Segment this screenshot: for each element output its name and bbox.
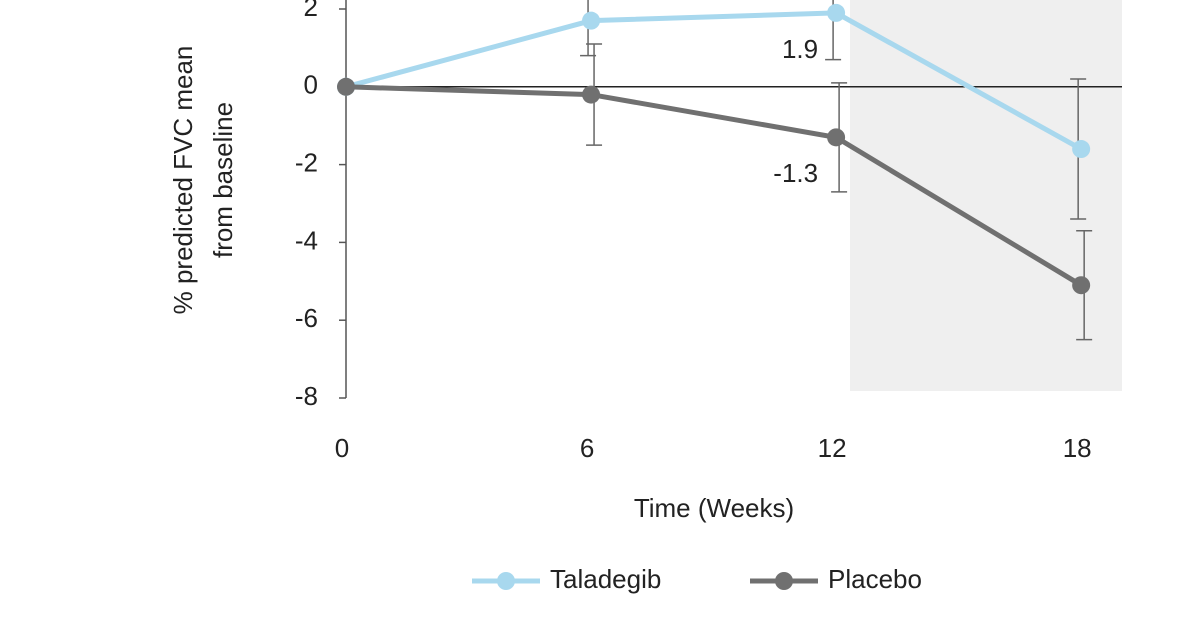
x-tick-label: 12	[818, 433, 847, 463]
shaded-region	[850, 0, 1122, 391]
data-point	[337, 77, 355, 96]
y-tick-label: 2	[304, 0, 318, 22]
data-point	[827, 128, 846, 147]
y-tick-label: -4	[295, 225, 318, 255]
legend-label: Placebo	[828, 564, 922, 594]
data-label: -1.3	[773, 158, 818, 188]
data-point	[1072, 140, 1091, 159]
y-tick-label: -6	[295, 303, 318, 333]
series-line	[345, 10, 1083, 152]
data-point	[1072, 276, 1091, 295]
legend-marker	[497, 572, 515, 590]
y-axis-title-line: from baseline	[208, 102, 238, 258]
data-point	[582, 11, 601, 30]
x-tick-label: 18	[1063, 433, 1092, 463]
x-axis-title: Time (Weeks)	[634, 493, 794, 523]
y-tick-label: 0	[304, 70, 318, 100]
y-axis-title: % predicted FVC mean from baseline	[168, 46, 238, 315]
x-tick-label: 6	[580, 433, 594, 463]
x-tick-label: 0	[335, 433, 349, 463]
series-line	[345, 84, 1083, 288]
legend-label: Taladegib	[550, 564, 661, 594]
data-label: 1.9	[782, 34, 818, 64]
data-point	[582, 85, 601, 104]
y-tick-label: -2	[295, 147, 318, 177]
data-point	[827, 3, 846, 22]
legend-marker	[775, 572, 793, 590]
y-axis-title-line: % predicted FVC mean	[168, 46, 198, 315]
y-tick-label: -8	[295, 381, 318, 411]
